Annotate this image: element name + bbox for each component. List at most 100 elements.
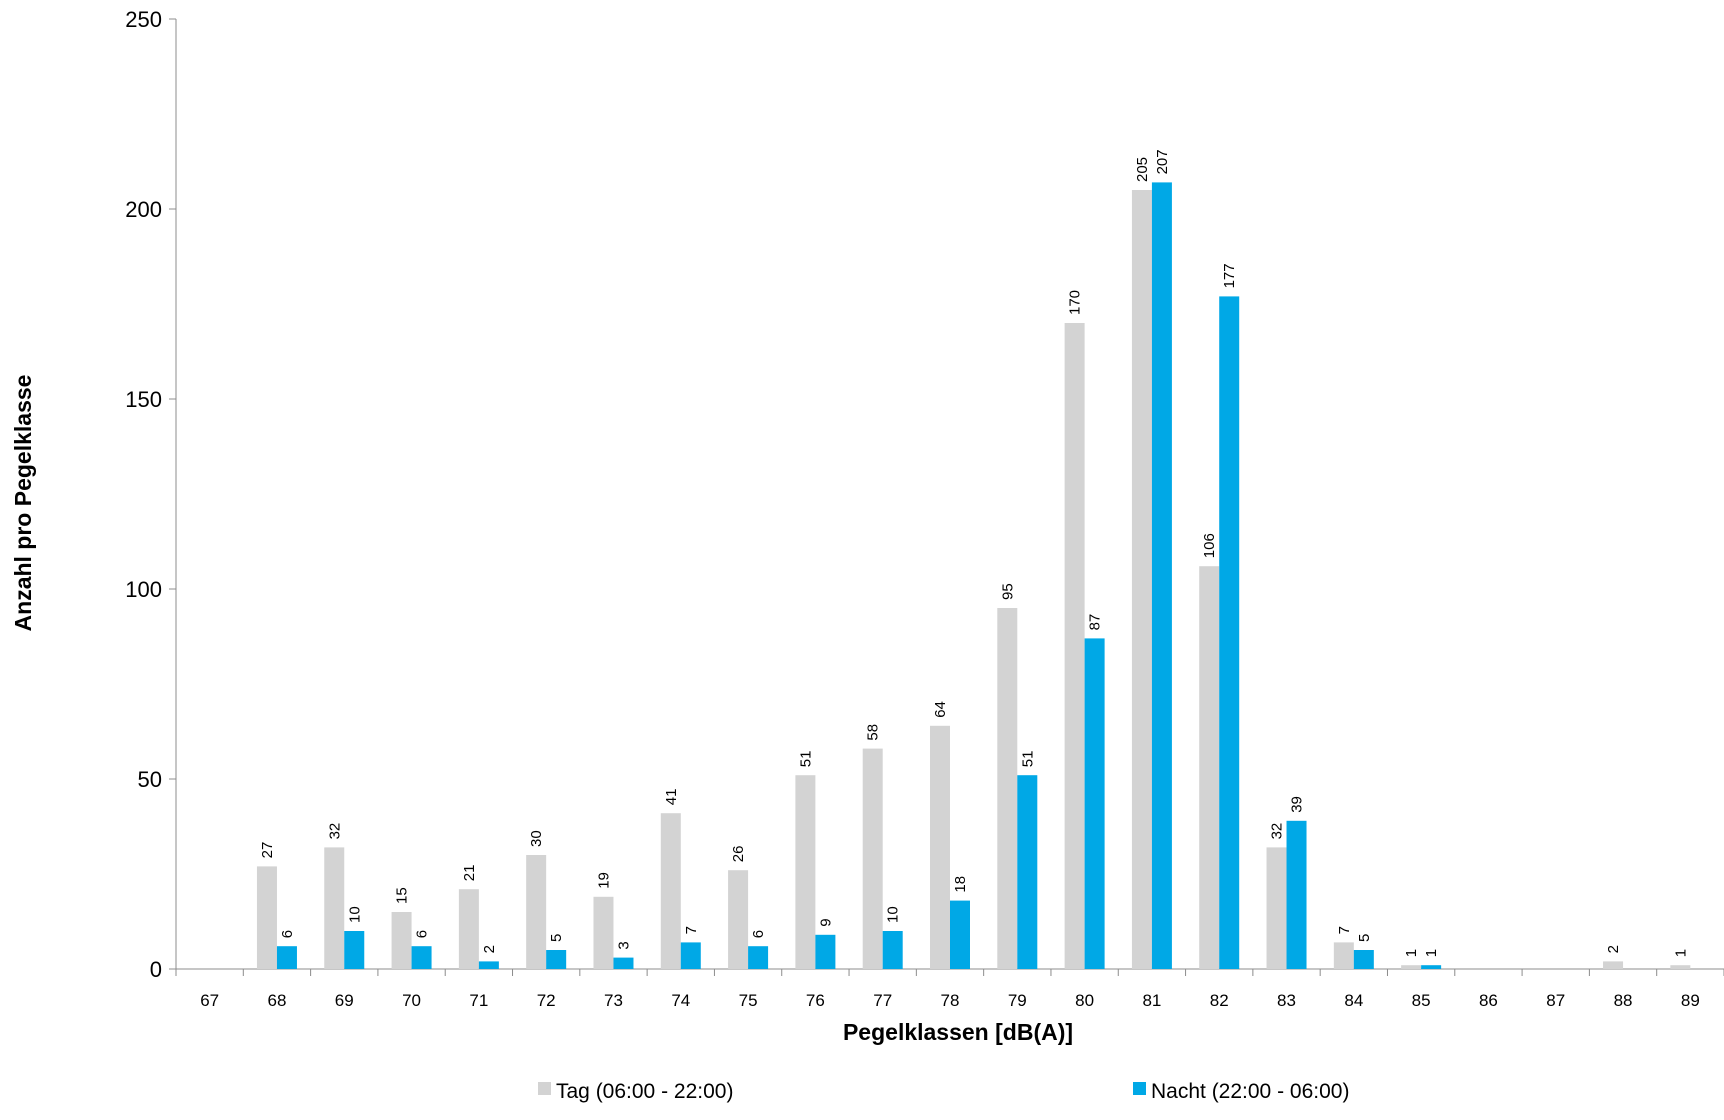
bar-tag: [1131, 190, 1152, 969]
bar-tag: [930, 725, 950, 969]
data-label: 1: [1403, 949, 1420, 957]
data-label: 19: [595, 872, 612, 889]
data-label: 32: [1269, 823, 1286, 840]
bar-tag: [1670, 965, 1691, 969]
x-tick-label: 84: [1344, 991, 1363, 1010]
bar-tag: [1199, 566, 1220, 969]
data-label: 51: [1019, 751, 1036, 768]
y-tick-label: 50: [138, 767, 162, 792]
bar-nacht: [1421, 965, 1442, 969]
data-label: 106: [1201, 533, 1218, 558]
data-label: 64: [932, 701, 949, 718]
bar-tag: [660, 813, 681, 969]
data-label: 15: [394, 887, 411, 904]
data-label: 5: [1356, 934, 1373, 942]
bar-nacht: [1219, 296, 1240, 969]
data-label: 2: [481, 945, 498, 953]
x-tick-label: 67: [200, 991, 219, 1010]
data-label: 7: [1336, 926, 1353, 934]
bar-tag: [526, 855, 547, 969]
y-tick-label: 100: [125, 577, 162, 602]
y-tick-label: 250: [125, 7, 162, 32]
data-label: 205: [1134, 157, 1151, 182]
data-label: 87: [1087, 614, 1104, 631]
bar-tag: [997, 608, 1018, 969]
bars: [256, 182, 1691, 969]
y-axis: 0 50 100 150 200 250: [125, 7, 177, 982]
data-label: 30: [528, 830, 545, 847]
bar-nacht: [680, 942, 701, 969]
data-label: 58: [865, 724, 882, 741]
data-label: 177: [1221, 263, 1238, 288]
bar-tag: [324, 847, 345, 969]
legend-label: Nacht (22:00 - 06:00): [1151, 1080, 1349, 1103]
y-tick-label: 0: [150, 957, 162, 982]
bar-nacht: [815, 934, 836, 969]
bar-tag: [1401, 965, 1422, 969]
bar-nacht: [1353, 950, 1374, 969]
x-tick-label: 68: [267, 991, 286, 1010]
data-label: 51: [797, 751, 814, 768]
y-tick-label: 150: [125, 387, 162, 412]
bar-nacht: [613, 957, 634, 969]
data-label: 6: [750, 930, 767, 938]
data-label: 18: [952, 876, 969, 893]
data-label: 1: [1423, 949, 1440, 957]
bar-nacht: [1151, 182, 1172, 969]
x-tick-label: 83: [1277, 991, 1296, 1010]
x-tick-label: 69: [335, 991, 354, 1010]
data-label: 5: [548, 934, 565, 942]
data-label: 7: [683, 926, 700, 934]
x-tick-label: 81: [1142, 991, 1161, 1010]
x-tick-label: 71: [469, 991, 488, 1010]
data-label: 2: [1605, 945, 1622, 953]
legend: Tag (06:00 - 22:00) Nacht (22:00 - 06:00): [538, 1080, 1349, 1103]
data-label: 10: [885, 906, 902, 923]
bar-tag: [795, 775, 816, 969]
bar-tag: [256, 866, 277, 969]
data-label: 95: [999, 583, 1016, 600]
bar-tag: [593, 896, 614, 969]
data-label: 26: [730, 846, 747, 863]
data-label: 41: [663, 789, 680, 806]
bar-nacht: [950, 900, 970, 969]
x-axis: 67 68 69 70 71 72 73 74 75 76 77 78 79 80 81 82 83 84 85 86…: [175, 968, 1724, 1010]
bar-tag: [1064, 323, 1085, 969]
x-tick-label: 70: [402, 991, 421, 1010]
x-tick-label: 75: [739, 991, 758, 1010]
x-tick-label: 78: [941, 991, 960, 1010]
bar-nacht: [882, 931, 903, 969]
bar-tag: [458, 889, 479, 969]
y-tick-label: 200: [125, 197, 162, 222]
legend-label: Tag (06:00 - 22:00): [556, 1080, 733, 1103]
x-tick-label: 77: [873, 991, 892, 1010]
legend-swatch: [1133, 1082, 1146, 1095]
data-label: 32: [326, 823, 343, 840]
bar-tag: [1333, 942, 1354, 969]
data-label: 9: [817, 918, 834, 926]
data-label: 170: [1067, 290, 1084, 315]
x-tick-label: 72: [537, 991, 556, 1010]
data-label: 6: [279, 930, 296, 938]
bar-tag: [728, 870, 749, 969]
y-axis-title: Anzahl pro Pegelklasse: [10, 375, 36, 632]
x-tick-label: 89: [1681, 991, 1700, 1010]
data-label: 1: [1672, 949, 1689, 957]
bar-nacht: [1084, 638, 1105, 969]
x-axis-title: Pegelklassen [dB(A)]: [843, 1019, 1073, 1045]
data-label: 39: [1289, 796, 1306, 813]
bar-nacht: [478, 961, 499, 969]
bar-nacht: [1286, 820, 1307, 969]
data-label: 27: [259, 842, 276, 859]
legend-swatch: [538, 1082, 551, 1095]
data-label: 10: [346, 906, 363, 923]
bar-nacht: [344, 931, 365, 969]
x-tick-label: 86: [1479, 991, 1498, 1010]
bar-nacht: [546, 950, 567, 969]
data-label: 21: [461, 865, 478, 882]
bar-nacht: [1017, 775, 1038, 969]
bar-tag: [862, 748, 883, 969]
data-label: 3: [615, 941, 632, 949]
bar-tag: [1266, 847, 1287, 969]
